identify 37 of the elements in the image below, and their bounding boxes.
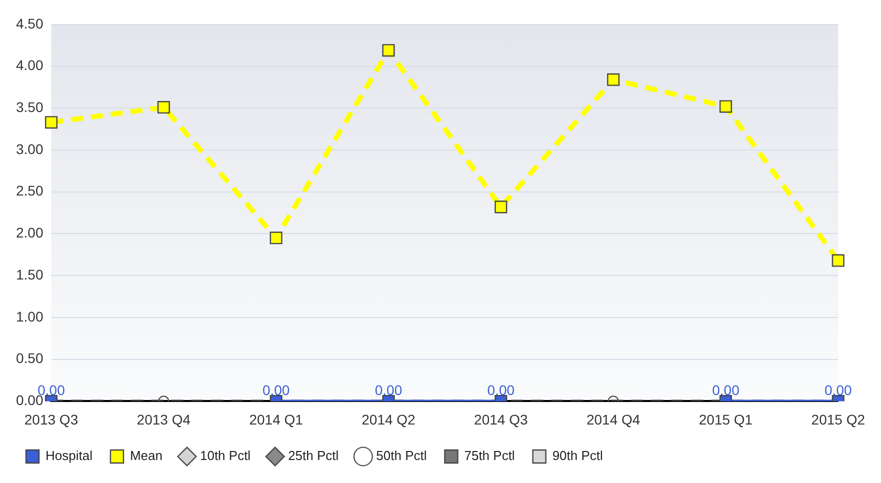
data-label: 0.00 <box>712 382 740 398</box>
point <box>719 100 732 113</box>
y-tick-label: 0.50 <box>16 350 44 366</box>
legend-label: 10th Pctl <box>200 448 251 464</box>
x-tick-label: 2015 Q1 <box>698 411 753 428</box>
data-label: 0.00 <box>824 382 852 398</box>
y-tick-label: 2.00 <box>16 224 44 241</box>
point <box>44 116 58 129</box>
y-tick-label: 1.00 <box>16 308 44 324</box>
y-tick-label: 3.50 <box>16 98 44 115</box>
x-tick-label: 2014 Q2 <box>362 411 416 428</box>
data-label: 0.00 <box>374 382 402 398</box>
x-tick-label: 2014 Q3 <box>474 411 528 428</box>
y-tick-label: 4.50 <box>16 15 44 32</box>
legend-label: 25th Pctl <box>288 448 339 464</box>
legend-label: 75th Pctl <box>464 448 515 464</box>
point <box>494 200 508 214</box>
x-tick-label: 2013 Q3 <box>24 411 78 428</box>
y-tick-label: 3.00 <box>16 140 44 157</box>
legend-label: Hospital <box>46 448 93 464</box>
y-tick-label: 2.50 <box>16 182 44 199</box>
legend-label: Mean <box>130 448 162 464</box>
y-tick-label: 4.00 <box>16 57 44 74</box>
x-tick-label: 2014 Q4 <box>586 411 640 428</box>
data-label: 0.00 <box>487 382 515 398</box>
point <box>157 101 170 114</box>
legend-label: 90th Pctl <box>552 448 604 464</box>
x-tick-label: 2015 Q2 <box>811 411 866 428</box>
point <box>382 44 395 57</box>
x-tick-label: 2014 Q1 <box>249 411 304 428</box>
legend-label: 50th Pctl <box>376 448 427 464</box>
point <box>832 254 844 267</box>
point <box>270 232 282 244</box>
point <box>607 73 620 86</box>
data-label: 0.00 <box>262 382 290 398</box>
x-tick-label: 2013 Q4 <box>136 411 191 428</box>
y-tick-label: 1.50 <box>16 266 44 282</box>
